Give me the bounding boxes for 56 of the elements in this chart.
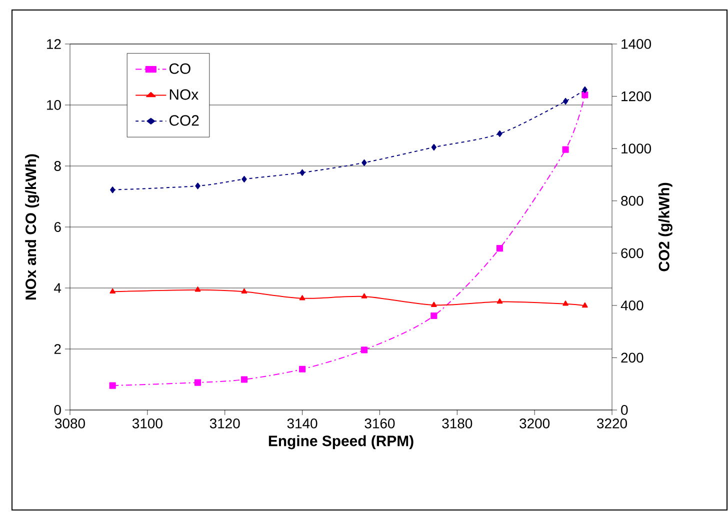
point — [431, 144, 437, 151]
point — [582, 92, 588, 98]
y-tick-label: 0 — [54, 405, 61, 415]
y-tick-label: 12 — [47, 39, 61, 49]
y-tick-label: 6 — [54, 222, 61, 232]
x-tick-label: 3140 — [287, 418, 318, 428]
point — [562, 146, 569, 153]
point — [362, 159, 367, 166]
point — [361, 293, 368, 298]
x-tick-label: 3080 — [55, 418, 85, 428]
point — [242, 176, 247, 182]
y2-tick-label: 1000 — [622, 144, 652, 154]
point — [430, 312, 438, 320]
y-tick-label: 4 — [54, 283, 62, 293]
y2-tick-label: 1400 — [622, 39, 652, 49]
point — [582, 302, 588, 308]
x-tick-label: 3100 — [132, 418, 162, 428]
point — [240, 376, 248, 383]
x-tick-label: 3220 — [597, 418, 627, 428]
y2-tick-label: 600 — [621, 248, 644, 258]
point — [195, 182, 200, 190]
y-axis-title: NOx and CO (g/kWh) — [25, 154, 40, 300]
point — [497, 130, 502, 137]
point — [562, 300, 568, 306]
x-tick-label: 3200 — [520, 418, 550, 428]
legend-label: CO2 — [169, 115, 199, 126]
x-tick-label: 3120 — [210, 418, 240, 428]
x-tick-label: 3180 — [442, 418, 472, 428]
point — [299, 366, 306, 372]
point — [194, 286, 201, 292]
y2-tick-label: 1200 — [622, 91, 652, 102]
y2-tick-label: 800 — [621, 196, 644, 206]
y2-tick-label: 400 — [620, 300, 644, 310]
y2-tick-label: 200 — [621, 352, 644, 363]
x-tick-label: 3160 — [364, 418, 395, 428]
legend-label: NOx — [170, 89, 198, 100]
y-tick-label: 10 — [47, 100, 61, 110]
point — [241, 288, 248, 294]
y2-tick-label: 0 — [621, 405, 628, 415]
y2-axis-title: CO2 (g/kWh) — [658, 182, 672, 272]
point — [496, 298, 503, 304]
point — [110, 288, 116, 294]
point — [300, 169, 305, 176]
point — [431, 302, 437, 307]
point — [562, 98, 568, 105]
point — [110, 186, 116, 194]
y-tick-label: 8 — [54, 161, 61, 171]
point — [194, 379, 202, 386]
point — [496, 245, 504, 252]
x-axis-title: Engine Speed (RPM) — [268, 435, 414, 450]
y-tick-label: 2 — [54, 344, 61, 354]
legend-label: CO — [169, 63, 190, 74]
point — [360, 346, 368, 354]
point — [299, 295, 306, 300]
point — [109, 382, 116, 389]
point — [582, 86, 588, 94]
